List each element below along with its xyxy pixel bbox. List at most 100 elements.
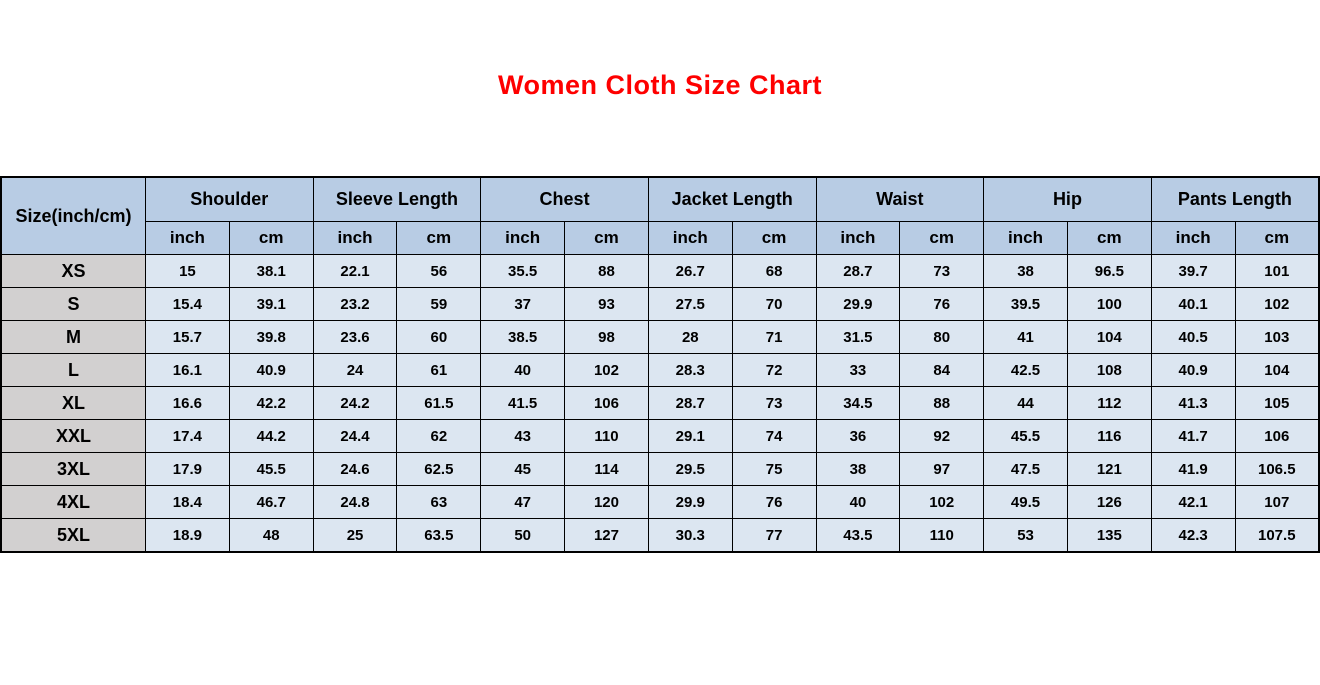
measurement-cell: 84 [899, 353, 985, 387]
measurement-cell: 70 [731, 287, 817, 321]
measurement-cell: 28 [647, 320, 733, 354]
measurement-cell: 28.7 [647, 386, 733, 420]
measurement-cell: 17.9 [145, 452, 230, 486]
measurement-cell: 47 [480, 485, 566, 519]
measurement-cell: 88 [899, 386, 985, 420]
size-row-label: XS [0, 254, 146, 288]
table-row-xs: XS 15 38.1 22.1 56 35.5 88 26.7 68 28.7 73 38 96.5 39… [0, 254, 1320, 288]
measurement-cell: 35.5 [480, 254, 566, 288]
measurement-cell: 102 [899, 485, 985, 519]
measurement-cell: 107.5 [1234, 518, 1320, 553]
size-row-label: 4XL [0, 485, 146, 519]
measurement-cell: 68 [731, 254, 817, 288]
measurement-cell: 63 [396, 485, 482, 519]
measurement-cell: 48 [228, 518, 314, 553]
unit-header-cm: cm [564, 221, 649, 255]
measurement-cell: 97 [899, 452, 985, 486]
measurement-cell: 77 [731, 518, 817, 553]
table-row-5xl: 5XL 18.9 48 25 63.5 50 127 30.3 77 43.5 110 53 135 42… [0, 518, 1320, 553]
measurement-cell: 18.4 [145, 485, 230, 519]
measurement-cell: 45.5 [228, 452, 314, 486]
measurement-cell: 39.7 [1150, 254, 1236, 288]
measurement-cell: 28.3 [647, 353, 733, 387]
measurement-cell: 29.5 [647, 452, 733, 486]
measurement-cell: 39.8 [228, 320, 314, 354]
measurement-cell: 106.5 [1234, 452, 1320, 486]
measurement-cell: 62.5 [396, 452, 482, 486]
measurement-cell: 30.3 [647, 518, 733, 553]
measurement-cell: 40.1 [1150, 287, 1236, 321]
unit-header-inch: inch [480, 221, 566, 255]
measurement-cell: 40.9 [228, 353, 314, 387]
page-title: Women Cloth Size Chart [497, 70, 823, 100]
measurement-cell: 17.4 [145, 419, 230, 453]
unit-header-cm: cm [1066, 221, 1152, 255]
measurement-cell: 42.5 [983, 353, 1068, 387]
measurement-cell: 60 [396, 320, 482, 354]
measurement-cell: 127 [564, 518, 649, 553]
measurement-cell: 38.5 [480, 320, 566, 354]
measurement-cell: 40 [480, 353, 566, 387]
measurement-cell: 23.2 [312, 287, 398, 321]
measurement-cell: 126 [1066, 485, 1152, 519]
measurement-cell: 44.2 [228, 419, 314, 453]
measurement-cell: 103 [1234, 320, 1320, 354]
measurement-cell: 40.5 [1150, 320, 1236, 354]
measurement-cell: 75 [731, 452, 817, 486]
measurement-cell: 56 [396, 254, 482, 288]
measurement-cell: 80 [899, 320, 985, 354]
group-header-chest: Chest [480, 176, 649, 222]
measurement-cell: 107 [1234, 485, 1320, 519]
group-header-shoulder: Shoulder [145, 176, 314, 222]
measurement-cell: 41 [983, 320, 1068, 354]
unit-header-cm: cm [899, 221, 985, 255]
measurement-cell: 16.1 [145, 353, 230, 387]
group-header-sleeve-length: Sleeve Length [312, 176, 482, 222]
measurement-cell: 39.5 [983, 287, 1068, 321]
measurement-cell: 76 [899, 287, 985, 321]
unit-header-inch: inch [983, 221, 1068, 255]
size-row-label: M [0, 320, 146, 354]
size-chart-table: Size(inch/cm) Shoulder Sleeve Length Chest J… [0, 176, 1320, 553]
group-header-pants-length: Pants Length [1150, 176, 1320, 222]
measurement-cell: 59 [396, 287, 482, 321]
table-row-l: L 16.1 40.9 24 61 40 102 28.3 72 33 84 42.5 108 40.9 1… [0, 353, 1320, 387]
measurement-cell: 28.7 [815, 254, 901, 288]
measurement-cell: 38 [815, 452, 901, 486]
measurement-cell: 114 [564, 452, 649, 486]
measurement-cell: 24.4 [312, 419, 398, 453]
measurement-cell: 37 [480, 287, 566, 321]
measurement-cell: 105 [1234, 386, 1320, 420]
measurement-cell: 27.5 [647, 287, 733, 321]
measurement-cell: 76 [731, 485, 817, 519]
measurement-cell: 29.1 [647, 419, 733, 453]
measurement-cell: 44 [983, 386, 1068, 420]
size-row-label: L [0, 353, 146, 387]
measurement-cell: 104 [1066, 320, 1152, 354]
measurement-cell: 16.6 [145, 386, 230, 420]
measurement-cell: 104 [1234, 353, 1320, 387]
measurement-cell: 100 [1066, 287, 1152, 321]
measurement-cell: 42.3 [1150, 518, 1236, 553]
measurement-cell: 31.5 [815, 320, 901, 354]
measurement-cell: 34.5 [815, 386, 901, 420]
measurement-cell: 15.7 [145, 320, 230, 354]
measurement-cell: 29.9 [647, 485, 733, 519]
size-table-body: XS 15 38.1 22.1 56 35.5 88 26.7 68 28.7 73 38 96.5 39… [0, 254, 1320, 553]
table-row-xl: XL 16.6 42.2 24.2 61.5 41.5 106 28.7 73 34.5 88 44 1… [0, 386, 1320, 420]
table-row-xxl: XXL 17.4 44.2 24.4 62 43 110 29.1 74 36 92 45.5 116 4… [0, 419, 1320, 453]
measurement-cell: 72 [731, 353, 817, 387]
size-row-label: 3XL [0, 452, 146, 486]
measurement-cell: 73 [899, 254, 985, 288]
unit-header-cm: cm [1234, 221, 1320, 255]
measurement-cell: 40.9 [1150, 353, 1236, 387]
measurement-cell: 135 [1066, 518, 1152, 553]
measurement-cell: 74 [731, 419, 817, 453]
measurement-cell: 93 [564, 287, 649, 321]
table-row-3xl: 3XL 17.9 45.5 24.6 62.5 45 114 29.5 75 38 97 47.5 12… [0, 452, 1320, 486]
measurement-cell: 24.6 [312, 452, 398, 486]
measurement-cell: 62 [396, 419, 482, 453]
measurement-cell: 25 [312, 518, 398, 553]
measurement-cell: 41.5 [480, 386, 566, 420]
